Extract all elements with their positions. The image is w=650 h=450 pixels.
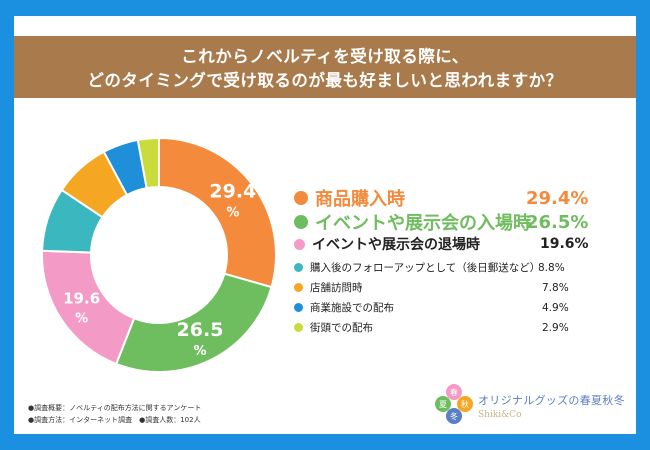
chart-title-line2: どのタイミングで受け取るのが最も好ましいと思われますか？ xyxy=(87,71,563,90)
brand-logo: 春 夏 秋 冬 オリジナルグッズの春夏秋冬 Shiki&Co xyxy=(432,382,625,430)
legend-value: 2.9% xyxy=(542,321,569,334)
legend-item-4: 購入後のフォローアップとして（後日郵送など） 8.8% xyxy=(294,260,565,275)
legend-swatch xyxy=(294,238,305,250)
logo-badge-winter: 冬 xyxy=(450,411,458,421)
legend-swatch xyxy=(294,191,308,205)
legend-item-6: 商業施設での配布 4.9% xyxy=(294,300,569,315)
slice-label-unit-1: % xyxy=(226,205,239,220)
donut-slice-7 xyxy=(136,136,160,190)
legend-swatch xyxy=(294,215,308,229)
legend-label: イベントや展示会の入場時 xyxy=(315,213,531,234)
legend-value: 29.4% xyxy=(526,187,589,209)
slice-label-2: 26.5 xyxy=(177,319,224,341)
legend-label: イベントや展示会の退場時 xyxy=(312,237,480,253)
survey-notes: ●調査概要：ノベルティの配布方法に関するアンケート ●調査方法：インターネット調… xyxy=(28,402,201,426)
legend-value: 7.8% xyxy=(542,281,569,294)
legend-label: 街頭での配布 xyxy=(310,322,373,334)
legend-label: 購入後のフォローアップとして（後日郵送など） xyxy=(310,262,541,274)
brand-name: オリジナルグッズの春夏秋冬 xyxy=(478,394,625,407)
legend-item-2: イベントや展示会の入場時 26.5% xyxy=(294,209,588,235)
legend-swatch xyxy=(294,263,303,272)
title-banner: これからノベルティを受け取る際に、 どのタイミングで受け取るのが最も好ましいと思… xyxy=(14,36,636,98)
legend-swatch xyxy=(294,303,303,312)
logo-badge-summer: 夏 xyxy=(439,400,447,409)
legend-label: 商業施設での配布 xyxy=(310,302,394,314)
legend-value: 4.9% xyxy=(542,301,569,314)
legend-value: 19.6% xyxy=(540,236,589,252)
logo-badge-autumn: 秋 xyxy=(461,399,469,409)
brand-sub: Shiki&Co xyxy=(478,410,522,420)
legend-label: 店舗訪問時 xyxy=(310,282,363,294)
slice-label-3: 19.6 xyxy=(63,290,100,308)
survey-method: ●調査方法：インターネット調査 ●調査人数：102人 xyxy=(28,416,201,424)
legend-item-5: 店舗訪問時 7.8% xyxy=(294,280,569,295)
slice-label-unit-2: % xyxy=(193,344,206,359)
legend-swatch xyxy=(294,283,303,292)
chart-title-line1: これからノベルティを受け取る際に、 xyxy=(181,47,469,66)
legend-swatch xyxy=(294,323,303,332)
logo-badge-spring: 春 xyxy=(450,387,458,397)
survey-summary: ●調査概要：ノベルティの配布方法に関するアンケート xyxy=(28,404,202,412)
legend-item-7: 街頭での配布 2.9% xyxy=(294,320,569,335)
seasons-logo-icon: 春 夏 秋 冬 xyxy=(435,384,473,424)
legend-item-3: イベントや展示会の退場時 19.6% xyxy=(294,234,589,254)
slice-label-1: 29.4 xyxy=(209,180,256,202)
legend-label: 商品購入時 xyxy=(315,189,405,210)
legend-item-1: 商品購入時 29.4% xyxy=(294,185,588,211)
slice-label-unit-3: % xyxy=(75,312,88,327)
donut-slice-2 xyxy=(114,272,273,373)
donut-slice-1 xyxy=(158,136,277,289)
legend-value: 8.8% xyxy=(538,261,565,274)
legend-value: 26.5% xyxy=(526,211,589,233)
